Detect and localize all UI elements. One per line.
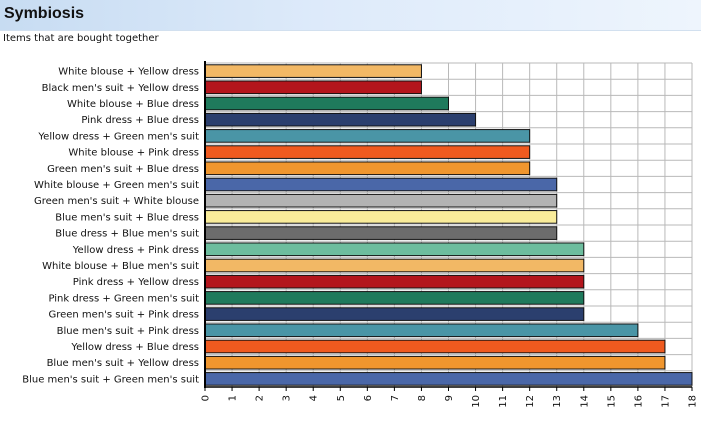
x-tick-label: 9 xyxy=(444,395,455,401)
x-tick-label: 5 xyxy=(336,395,347,401)
category-label: Pink dress + Yellow dress xyxy=(73,277,199,288)
bar xyxy=(204,80,422,95)
category-label: Blue men's suit + Pink dress xyxy=(57,326,199,337)
x-tick-label: 13 xyxy=(552,395,563,408)
category-label: Black men's suit + Yellow dress xyxy=(42,83,199,94)
bar xyxy=(204,291,585,305)
category-label: Pink dress + Blue dress xyxy=(81,115,199,126)
category-label: Blue dress + Blue men's suit xyxy=(55,229,199,240)
x-tick-label: 11 xyxy=(498,395,509,408)
category-label: White blouse + Blue dress xyxy=(67,99,199,110)
x-tick-label: 1 xyxy=(228,395,239,401)
x-tick-label: 17 xyxy=(660,395,671,408)
x-tick-label: 15 xyxy=(606,395,617,408)
x-tick-label: 0 xyxy=(201,395,212,401)
bar xyxy=(204,129,531,143)
x-tick-label: 2 xyxy=(255,395,266,401)
bar xyxy=(204,226,558,240)
page-subtitle: Items that are bought together xyxy=(3,33,159,44)
x-tick-label: 6 xyxy=(363,395,374,401)
category-label: Pink dress + Green men's suit xyxy=(48,293,199,304)
bar xyxy=(204,177,558,192)
x-tick-label: 4 xyxy=(309,395,320,401)
category-label: White blouse + Yellow dress xyxy=(58,67,199,78)
bar xyxy=(204,355,666,370)
bar xyxy=(204,161,531,176)
x-tick-label: 8 xyxy=(417,395,428,401)
category-label: Blue men's suit + Blue dress xyxy=(55,212,199,223)
header-banner: Symbiosis xyxy=(0,0,701,31)
bar xyxy=(204,372,693,386)
category-label: Yellow dress + Pink dress xyxy=(72,245,199,256)
page-title: Symbiosis xyxy=(4,5,85,22)
bar xyxy=(204,339,666,354)
category-label: Blue men's suit + Green men's suit xyxy=(22,374,199,385)
x-tick-label: 10 xyxy=(471,395,482,408)
bar xyxy=(204,242,585,257)
category-label: Green men's suit + Blue dress xyxy=(47,164,199,175)
bar xyxy=(204,307,585,321)
bar xyxy=(204,210,558,224)
x-tick-label: 16 xyxy=(633,395,644,408)
x-tick-label: 3 xyxy=(282,395,293,401)
category-label: Green men's suit + White blouse xyxy=(34,196,199,207)
category-label: White blouse + Green men's suit xyxy=(34,180,199,191)
category-label: White blouse + Pink dress xyxy=(68,148,199,159)
x-tick-label: 12 xyxy=(525,395,536,408)
category-label: Yellow dress + Blue dress xyxy=(70,342,199,353)
bar xyxy=(204,64,422,78)
category-label: Blue men's suit + Yellow dress xyxy=(47,358,199,369)
bar xyxy=(204,258,585,273)
bar xyxy=(204,274,585,289)
bar xyxy=(204,112,477,127)
x-tick-label: 14 xyxy=(579,395,590,408)
bar xyxy=(204,193,558,208)
category-label: White blouse + Blue men's suit xyxy=(42,261,199,272)
bar xyxy=(204,323,639,338)
x-tick-label: 7 xyxy=(390,395,401,401)
category-label: Green men's suit + Pink dress xyxy=(48,310,199,321)
bar xyxy=(204,96,449,111)
bar xyxy=(204,145,531,159)
category-label: Yellow dress + Green men's suit xyxy=(37,131,199,142)
x-tick-label: 18 xyxy=(688,395,699,408)
